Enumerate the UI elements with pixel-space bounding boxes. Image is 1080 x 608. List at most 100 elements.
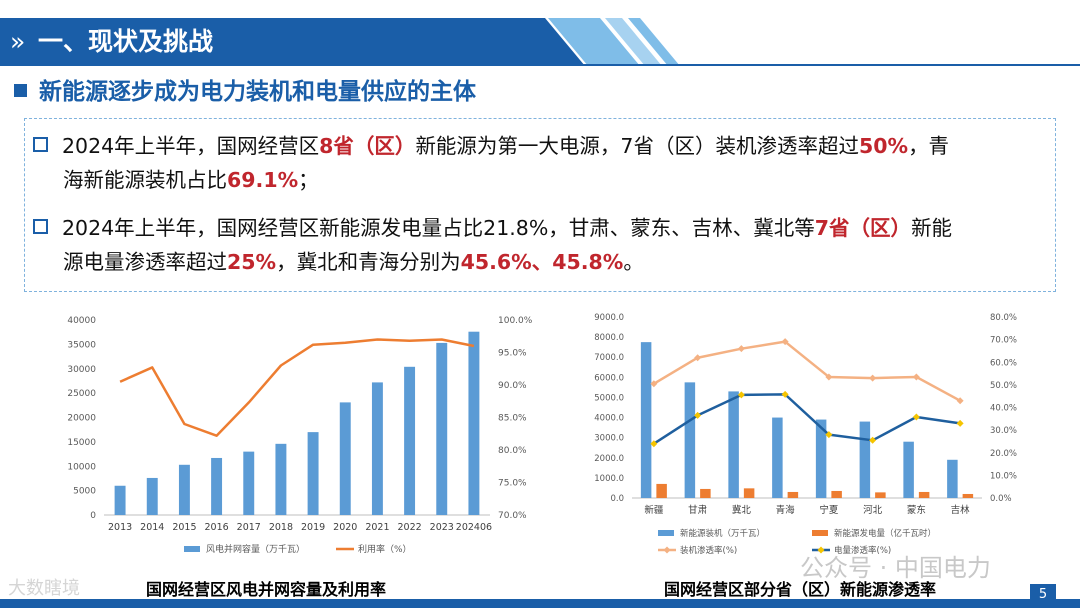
y-left-tick-label: 35000 xyxy=(67,340,96,350)
y-right-tick-label: 40.0% xyxy=(990,404,1017,414)
x-tick-label: 2015 xyxy=(172,522,196,533)
y-right-tick-label: 60.0% xyxy=(990,358,1017,368)
bar xyxy=(211,457,223,515)
x-tick-label: 2016 xyxy=(204,522,228,533)
y-left-tick-label: 2000.0 xyxy=(594,454,624,464)
watermark-right: 公众号 · 中国电力 xyxy=(800,554,991,582)
body-text: 海新能源装机占比 xyxy=(63,168,227,192)
data-point-marker xyxy=(781,390,789,398)
x-tick-label: 2018 xyxy=(269,522,293,533)
data-point-marker xyxy=(781,338,789,346)
y-right-tick-label: 70.0% xyxy=(990,336,1017,346)
x-tick-label: 2019 xyxy=(301,522,325,533)
y-left-tick-label: 25000 xyxy=(67,389,96,399)
x-tick-label: 2022 xyxy=(397,522,421,533)
body-text: ，冀北和青海分别为 xyxy=(276,250,461,274)
bar xyxy=(436,342,448,515)
chevron-right-icon: » xyxy=(10,27,25,56)
data-point-marker xyxy=(912,413,920,421)
legend-label: 新能源发电量（亿千瓦时） xyxy=(834,528,936,539)
bar xyxy=(468,331,480,515)
series-line xyxy=(653,340,961,402)
y-right-tick-label: 75.0% xyxy=(498,479,527,489)
bullet-2-line-1: 2024年上半年，国网经营区新能源发电量占比21.8%，甘肃、蒙东、吉林、冀北等… xyxy=(33,211,952,245)
series-line xyxy=(653,393,961,445)
series-line xyxy=(119,338,475,437)
highlight-text: 8省（区） xyxy=(319,134,416,158)
x-tick-label: 蒙东 xyxy=(907,504,926,516)
y-left-tick-label: 5000 xyxy=(73,487,96,497)
bar xyxy=(684,382,696,498)
checkbox-bullet-icon xyxy=(33,219,48,234)
data-point-marker xyxy=(825,373,833,381)
bar xyxy=(918,491,930,498)
data-point-marker xyxy=(912,373,920,381)
body-text: 新能源为第一大电源，7省（区）装机渗透率超过 xyxy=(415,134,859,158)
y-left-tick-label: 30000 xyxy=(67,365,96,375)
province-penetration-chart-svg: 0.0 1000.0 2000.0 3000.0 4000.0 5000.0 6000.0 7… xyxy=(594,313,1017,556)
bar xyxy=(700,488,711,498)
data-point-marker xyxy=(956,397,964,405)
bar xyxy=(787,491,799,498)
bar xyxy=(114,485,126,515)
y-right-tick-label: 50.0% xyxy=(990,381,1017,391)
bar xyxy=(875,492,886,498)
data-point-marker xyxy=(869,436,877,444)
y-right-tick-label: 70.0% xyxy=(498,511,527,521)
x-tick-label: 2013 xyxy=(108,522,132,533)
section-header: » 一、现状及挑战 xyxy=(0,18,1080,66)
y-left-tick-label: 3000.0 xyxy=(594,434,624,444)
highlight-text: 45.6%、45.8% xyxy=(460,250,624,274)
data-point-marker xyxy=(650,440,658,448)
data-point-marker xyxy=(737,391,745,399)
y-right-tick-label: 10.0% xyxy=(990,471,1017,481)
y-left-tick-label: 10000 xyxy=(67,462,96,472)
y-right-tick-label: 30.0% xyxy=(990,426,1017,436)
x-tick-label: 2020 xyxy=(333,522,357,533)
legend-label: 装机渗透率(%) xyxy=(680,545,737,556)
bar xyxy=(371,382,383,515)
x-tick-label: 宁夏 xyxy=(819,504,839,516)
legend-marker xyxy=(817,546,825,554)
body-text: ，青 xyxy=(908,134,950,158)
x-tick-label: 202406 xyxy=(456,522,492,533)
x-tick-label: 2023 xyxy=(430,522,454,533)
bar xyxy=(831,490,842,498)
data-point-marker xyxy=(737,345,745,353)
y-left-tick-label: 15000 xyxy=(67,438,96,448)
y-left-tick-label: 4000.0 xyxy=(594,414,624,424)
data-point-marker xyxy=(650,380,658,388)
body-text: ； xyxy=(298,168,319,192)
legend-label: 风电并网容量（万千瓦） xyxy=(206,543,305,555)
y-right-tick-label: 80.0% xyxy=(498,446,527,456)
y-right-tick-label: 90.0% xyxy=(498,381,527,391)
header-title-text: 一、现状及挑战 xyxy=(38,27,214,56)
y-right-tick-label: 0.0% xyxy=(990,494,1012,504)
bar xyxy=(728,391,739,498)
bullet-2-line-2: 源电量渗透率超过25%，冀北和青海分别为45.6%、45.8%。 xyxy=(33,245,952,279)
y-right-tick-label: 100.0% xyxy=(498,316,533,326)
body-text: 新能 xyxy=(911,216,953,240)
y-left-tick-label: 5000.0 xyxy=(594,393,624,403)
highlight-text: 69.1% xyxy=(227,168,299,192)
data-point-marker xyxy=(956,419,964,427)
bullet-textbox: 2024年上半年，国网经营区8省（区）新能源为第一大电源，7省（区）装机渗透率超… xyxy=(24,118,1056,292)
wind-capacity-chart-svg: 0 5000 10000 15000 20000 25000 30000 35000 40000… xyxy=(67,316,533,555)
data-point-marker xyxy=(869,374,877,382)
y-left-tick-label: 1000.0 xyxy=(594,474,624,484)
bar xyxy=(656,483,667,498)
y-right-tick-label: 95.0% xyxy=(498,349,527,359)
y-right-tick-label: 85.0% xyxy=(498,414,527,424)
highlight-text: 50% xyxy=(858,134,909,158)
bar xyxy=(640,342,652,498)
body-text: 2024年上半年，国网经营区新能源发电量占比21.8%，甘肃、蒙东、吉林、冀北等 xyxy=(62,216,815,240)
bullet-1-line-2: 海新能源装机占比69.1%； xyxy=(33,163,949,197)
bar xyxy=(743,488,755,498)
bar xyxy=(178,464,190,515)
bullet-2-line-1-text: 2024年上半年，国网经营区新能源发电量占比21.8%，甘肃、蒙东、吉林、冀北等… xyxy=(62,216,952,240)
x-tick-label: 2014 xyxy=(140,522,164,533)
slide-subtitle: 新能源逐步成为电力装机和电量供应的主体 xyxy=(14,76,476,108)
slide-subtitle-text: 新能源逐步成为电力装机和电量供应的主体 xyxy=(39,79,476,105)
province-penetration-chart: 0.0 1000.0 2000.0 3000.0 4000.0 5000.0 6000.0 7… xyxy=(560,308,1070,560)
legend-label: 新能源装机（万千瓦） xyxy=(680,528,765,539)
